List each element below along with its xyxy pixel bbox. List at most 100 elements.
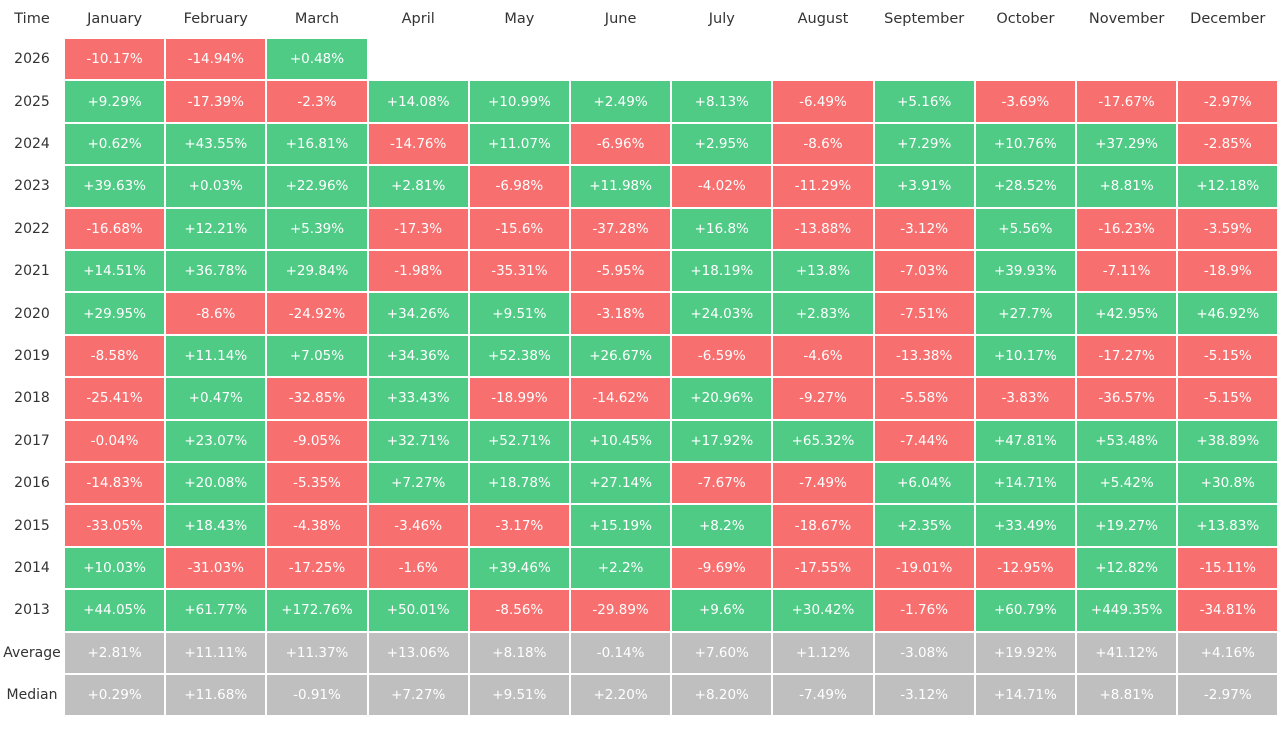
summary-cell: +14.71% (975, 675, 1075, 716)
return-cell: +37.29% (1077, 123, 1177, 165)
return-cell: +30.8% (1178, 463, 1278, 504)
return-cell: -14.83% (65, 463, 165, 504)
return-cell: -1.6% (368, 547, 468, 589)
return-cell: +12.18% (1178, 166, 1278, 207)
summary-cell: +7.60% (672, 632, 772, 673)
return-cell: +10.76% (975, 123, 1075, 165)
column-header: June (604, 10, 637, 27)
return-cell: +2.81% (368, 166, 468, 207)
return-cell: +29.95% (65, 293, 165, 334)
row-label: 2023 (14, 178, 50, 195)
row-label: 2015 (14, 517, 50, 534)
return-cell: +12.82% (1077, 547, 1177, 589)
return-cell: +47.81% (975, 420, 1075, 461)
return-cell: +11.07% (469, 123, 569, 165)
summary-cell: +8.18% (469, 632, 569, 673)
return-cell: -17.25% (267, 547, 367, 589)
return-cell: -3.46% (368, 505, 468, 546)
return-cell: -25.41% (65, 378, 165, 419)
return-cell: +38.89% (1178, 420, 1278, 461)
return-cell: -3.83% (975, 378, 1075, 419)
return-cell: -6.98% (469, 166, 569, 207)
return-cell: -8.56% (469, 590, 569, 631)
return-cell: +2.2% (571, 547, 671, 589)
summary-cell: +11.68% (166, 675, 266, 716)
return-cell: -6.59% (672, 335, 772, 377)
return-cell: -17.55% (773, 547, 873, 589)
return-cell: -2.97% (1178, 81, 1278, 122)
summary-cell: +11.11% (166, 632, 266, 673)
return-cell: +14.71% (975, 463, 1075, 504)
return-cell: +9.6% (672, 590, 772, 631)
return-cell: -31.03% (166, 547, 266, 589)
return-cell: +2.49% (571, 81, 671, 122)
return-cell: +10.17% (975, 335, 1075, 377)
row-label: 2026 (14, 51, 50, 68)
return-cell: -1.98% (368, 251, 468, 292)
return-cell: +0.47% (166, 378, 266, 419)
return-cell: +8.81% (1077, 166, 1177, 207)
return-cell: -10.17% (65, 39, 165, 80)
return-cell: -5.15% (1178, 378, 1278, 419)
row-label: 2018 (14, 390, 50, 407)
summary-cell: +7.27% (368, 675, 468, 716)
return-cell: -4.02% (672, 166, 772, 207)
return-cell: +15.19% (571, 505, 671, 546)
return-cell: +11.14% (166, 335, 266, 377)
return-cell: +18.19% (672, 251, 772, 292)
return-cell: -3.59% (1178, 208, 1278, 249)
row-label: 2021 (14, 263, 50, 280)
return-cell: -8.6% (166, 293, 266, 334)
column-header: Time (14, 10, 50, 27)
return-cell: +0.48% (267, 39, 367, 80)
summary-cell: +19.92% (975, 632, 1075, 673)
return-cell: -11.29% (773, 166, 873, 207)
return-cell: -32.85% (267, 378, 367, 419)
return-cell: +16.81% (267, 123, 367, 165)
return-cell: -24.92% (267, 293, 367, 334)
return-cell: +27.14% (571, 463, 671, 504)
return-cell: +60.79% (975, 590, 1075, 631)
column-header: August (797, 10, 849, 27)
return-cell: -7.67% (672, 463, 772, 504)
return-cell: -17.27% (1077, 335, 1177, 377)
row-label: 2016 (14, 475, 50, 492)
summary-cell: -0.14% (571, 632, 671, 673)
return-cell: -17.39% (166, 81, 266, 122)
return-cell: -15.6% (469, 208, 569, 249)
column-header: November (1088, 10, 1165, 27)
return-cell: -16.68% (65, 208, 165, 249)
row-label: 2020 (14, 305, 50, 322)
summary-cell: +0.29% (65, 675, 165, 716)
return-cell: -8.6% (773, 123, 873, 165)
return-cell: -9.05% (267, 420, 367, 461)
return-cell: +19.27% (1077, 505, 1177, 546)
return-cell: +10.99% (469, 81, 569, 122)
row-label: Median (6, 687, 58, 704)
return-cell: +34.26% (368, 293, 468, 334)
return-cell: +52.38% (469, 335, 569, 377)
summary-cell: +13.06% (368, 632, 468, 673)
summary-cell: +9.51% (469, 675, 569, 716)
summary-cell: +8.81% (1077, 675, 1177, 716)
return-cell: -3.12% (874, 208, 974, 249)
return-cell: -1.76% (874, 590, 974, 631)
return-cell: +6.04% (874, 463, 974, 504)
return-cell: +2.83% (773, 293, 873, 334)
summary-cell: -0.91% (267, 675, 367, 716)
column-header: April (401, 10, 435, 27)
return-cell: +28.52% (975, 166, 1075, 207)
return-cell: -13.88% (773, 208, 873, 249)
row-label: 2019 (14, 347, 50, 364)
return-cell: +39.63% (65, 166, 165, 207)
return-cell: +10.45% (571, 420, 671, 461)
return-cell: +24.03% (672, 293, 772, 334)
return-cell: -9.69% (672, 547, 772, 589)
return-cell: -14.76% (368, 123, 468, 165)
return-cell: +53.48% (1077, 420, 1177, 461)
return-cell: -18.99% (469, 378, 569, 419)
summary-cell: +2.81% (65, 632, 165, 673)
return-cell: +2.35% (874, 505, 974, 546)
summary-cell: +41.12% (1077, 632, 1177, 673)
return-cell: +32.71% (368, 420, 468, 461)
